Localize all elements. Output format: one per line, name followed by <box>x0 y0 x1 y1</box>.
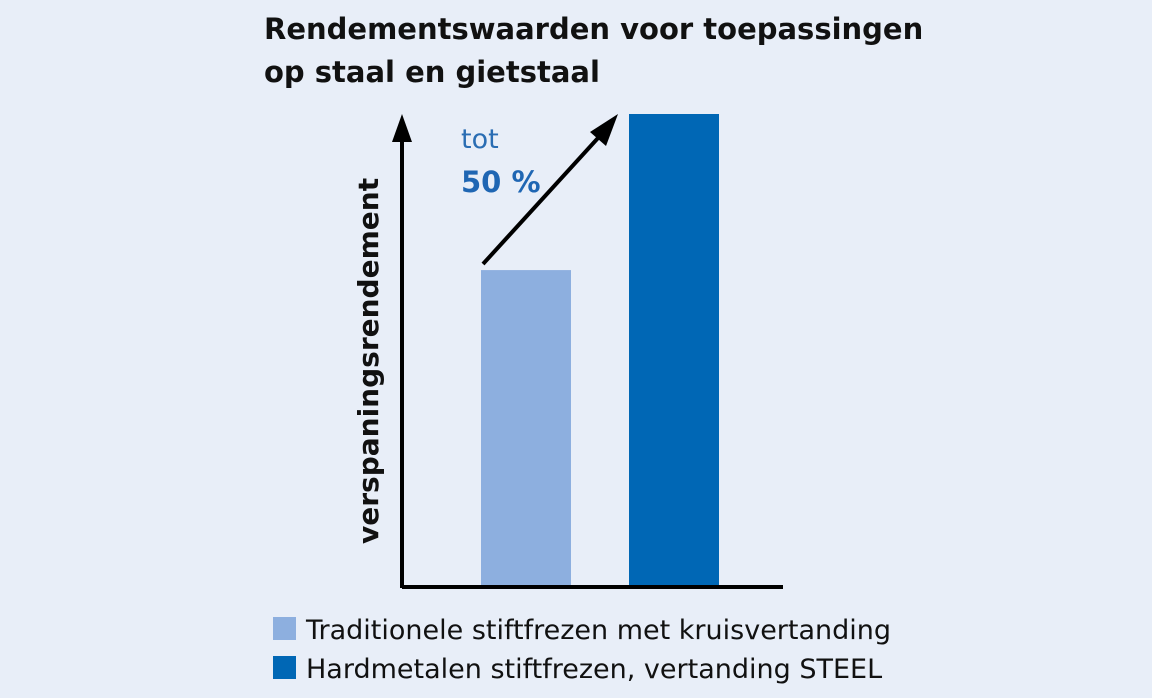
legend: Traditionele stiftfrezen met kruisvertan… <box>273 615 891 685</box>
bar-1 <box>481 270 571 587</box>
bars-group <box>481 114 719 587</box>
legend-label-2: Hardmetalen stiftfrezen, vertanding STEE… <box>306 654 882 685</box>
bar-2 <box>629 114 719 587</box>
chart-title-line-1: Rendementswaarden voor toepassingen <box>264 12 923 46</box>
legend-swatch-1 <box>273 617 296 640</box>
increase-arrow-head <box>590 114 618 146</box>
legend-label-1: Traditionele stiftfrezen met kruisvertan… <box>305 615 891 646</box>
chart-title-line-2: op staal en gietstaal <box>264 55 600 89</box>
y-axis-label: verspaningsrendement <box>352 178 385 544</box>
legend-swatch-2 <box>273 656 296 679</box>
y-axis-arrowhead <box>392 114 412 142</box>
annotation-tot: tot <box>461 124 499 155</box>
annotation-percent: 50 % <box>461 165 541 199</box>
increase-arrow-line <box>481 136 600 266</box>
